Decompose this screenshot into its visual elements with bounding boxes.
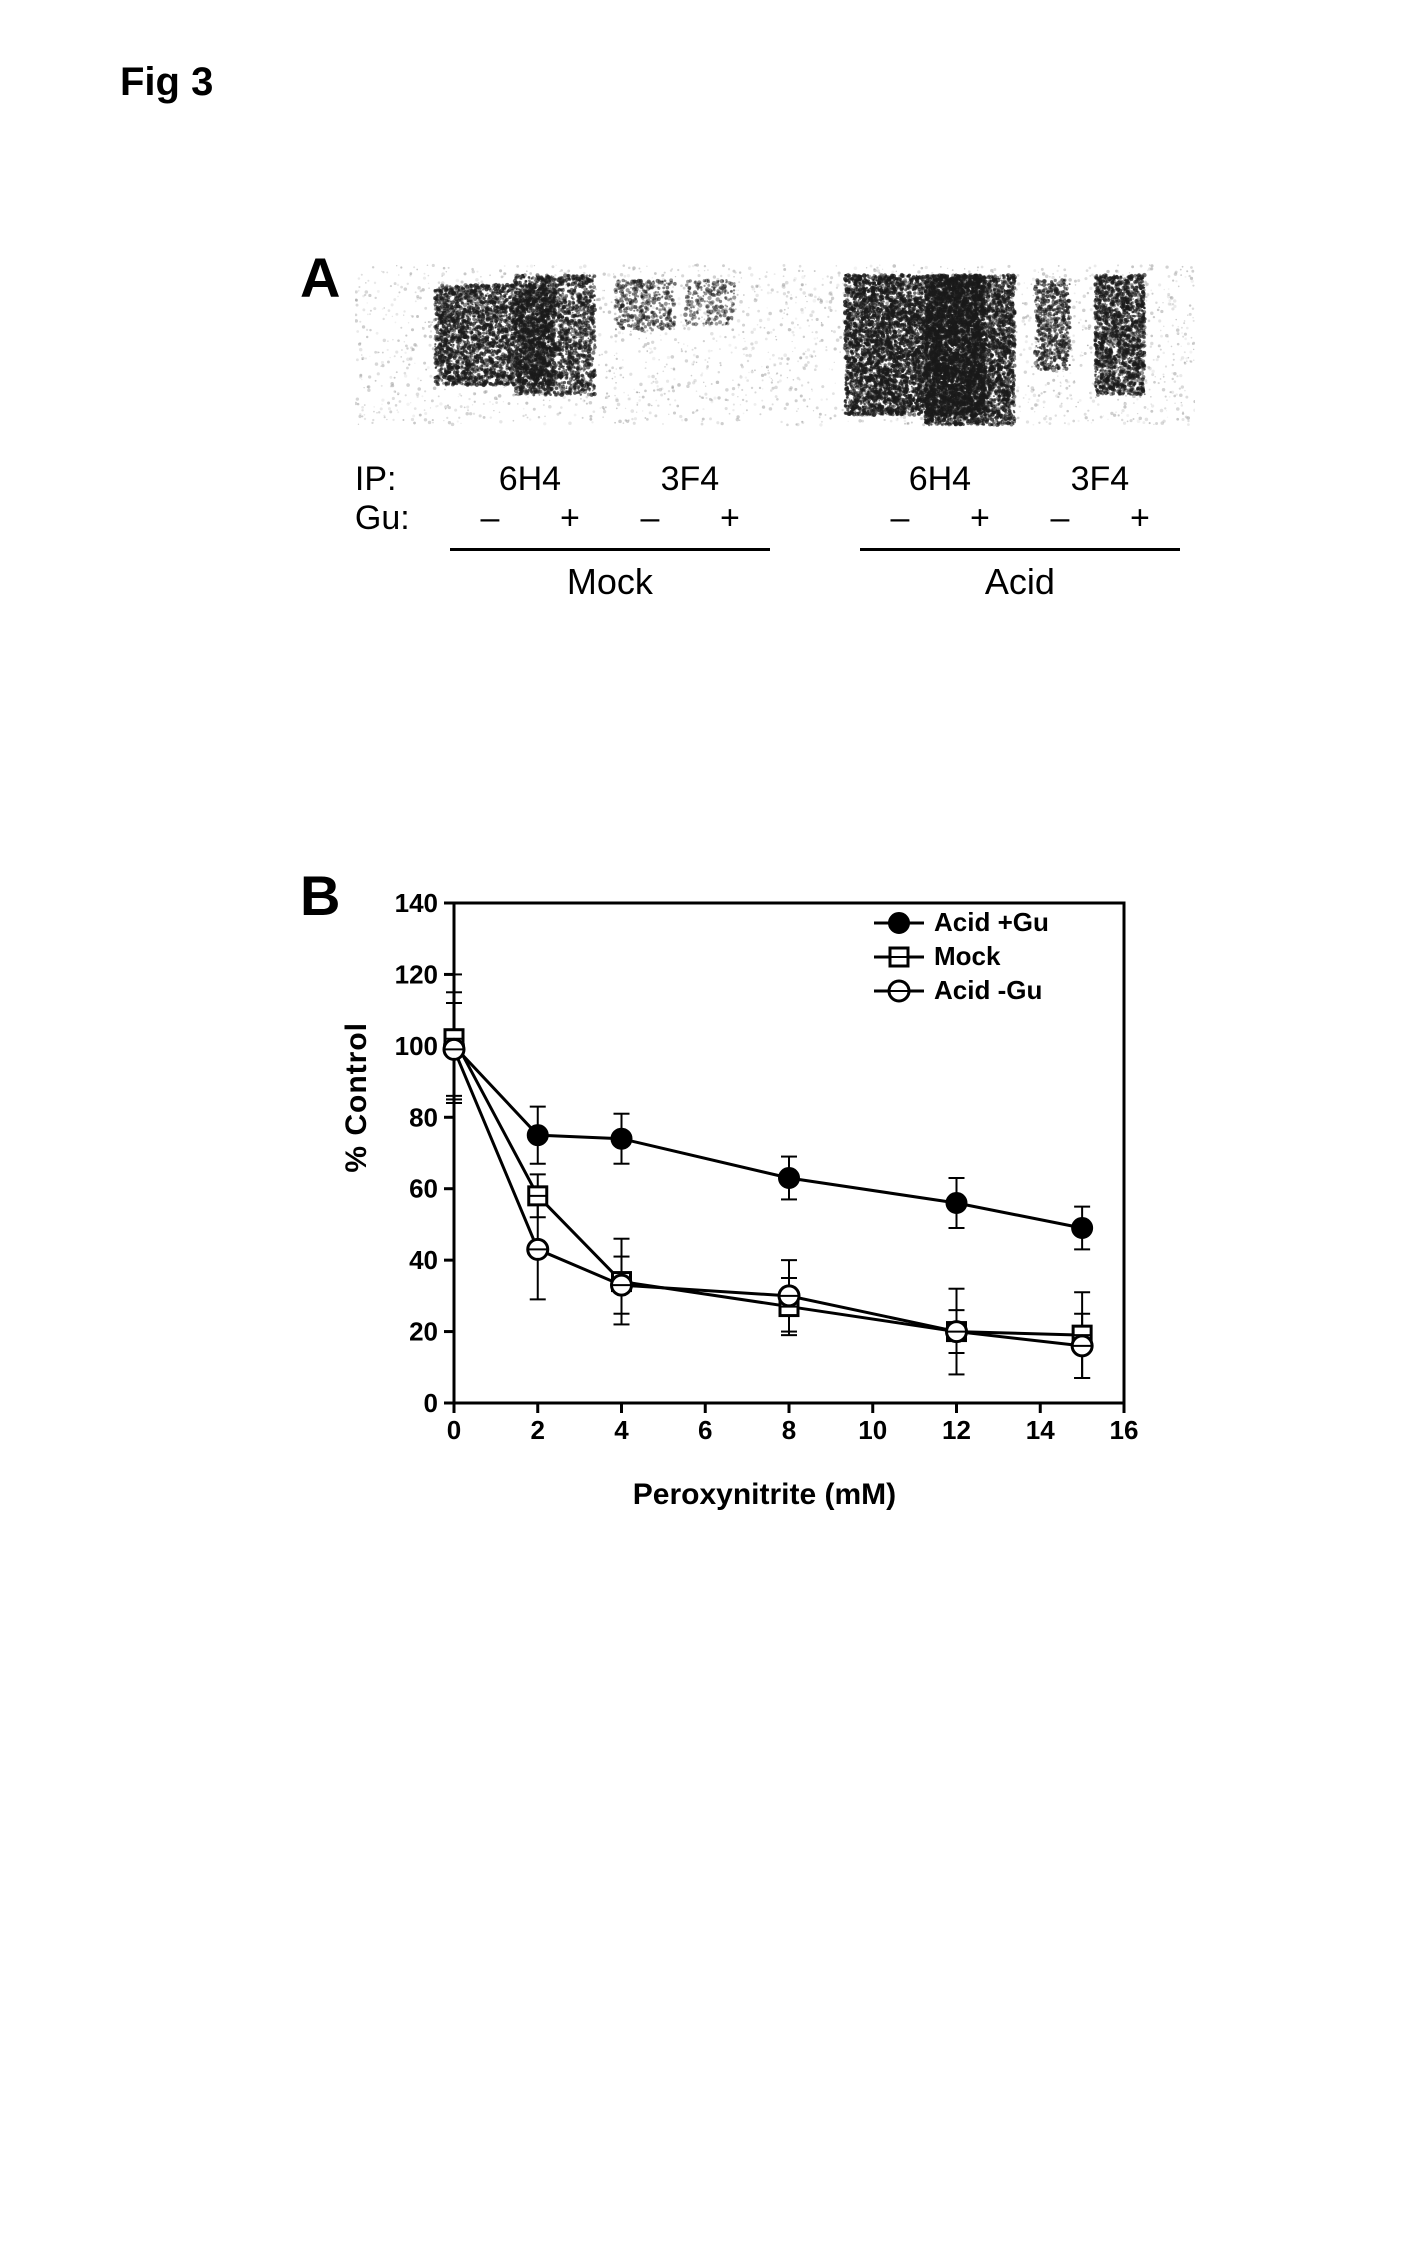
gu-row: Gu: – + – + – + – + [355, 499, 1195, 538]
y-axis-label: % Control [340, 1022, 374, 1373]
gu-label: Gu: [355, 499, 450, 538]
ip-ab-1: 6H4 [450, 460, 610, 499]
panel-a: A IP: 6H4 3F4 6H4 3F4 Gu: – + [300, 245, 1200, 603]
x-axis-label: Peroxynitrite (mM) [384, 1478, 1144, 1512]
panel-a-label: A [300, 245, 340, 310]
ip-row: IP: 6H4 3F4 6H4 3F4 [355, 460, 1195, 499]
panel-b-label: B [300, 863, 340, 928]
gu-3: – [610, 499, 690, 538]
treatment-2: Acid [860, 561, 1180, 603]
figure-title: Fig 3 [120, 60, 1294, 105]
gu-6: + [940, 499, 1020, 538]
ip-ab-3: 6H4 [860, 460, 1020, 499]
panel-b: B % Control 0204060801001201400246810121… [300, 883, 1220, 1512]
gu-7: – [1020, 499, 1100, 538]
ip-ab-2: 3F4 [610, 460, 770, 499]
blot-labels: IP: 6H4 3F4 6H4 3F4 Gu: – + – + [355, 460, 1195, 603]
blot-container: IP: 6H4 3F4 6H4 3F4 Gu: – + – + [355, 245, 1195, 603]
gu-8: + [1100, 499, 1180, 538]
gu-1: – [450, 499, 530, 538]
gu-2: + [530, 499, 610, 538]
chart: 0204060801001201400246810121416Acid +GuM… [384, 883, 1144, 1463]
gu-4: + [690, 499, 770, 538]
treatment-row: Mock Acid [355, 548, 1195, 603]
gu-5: – [860, 499, 940, 538]
treatment-1: Mock [450, 561, 770, 603]
blot-image [355, 245, 1195, 445]
ip-ab-4: 3F4 [1020, 460, 1180, 499]
ip-label: IP: [355, 460, 450, 499]
